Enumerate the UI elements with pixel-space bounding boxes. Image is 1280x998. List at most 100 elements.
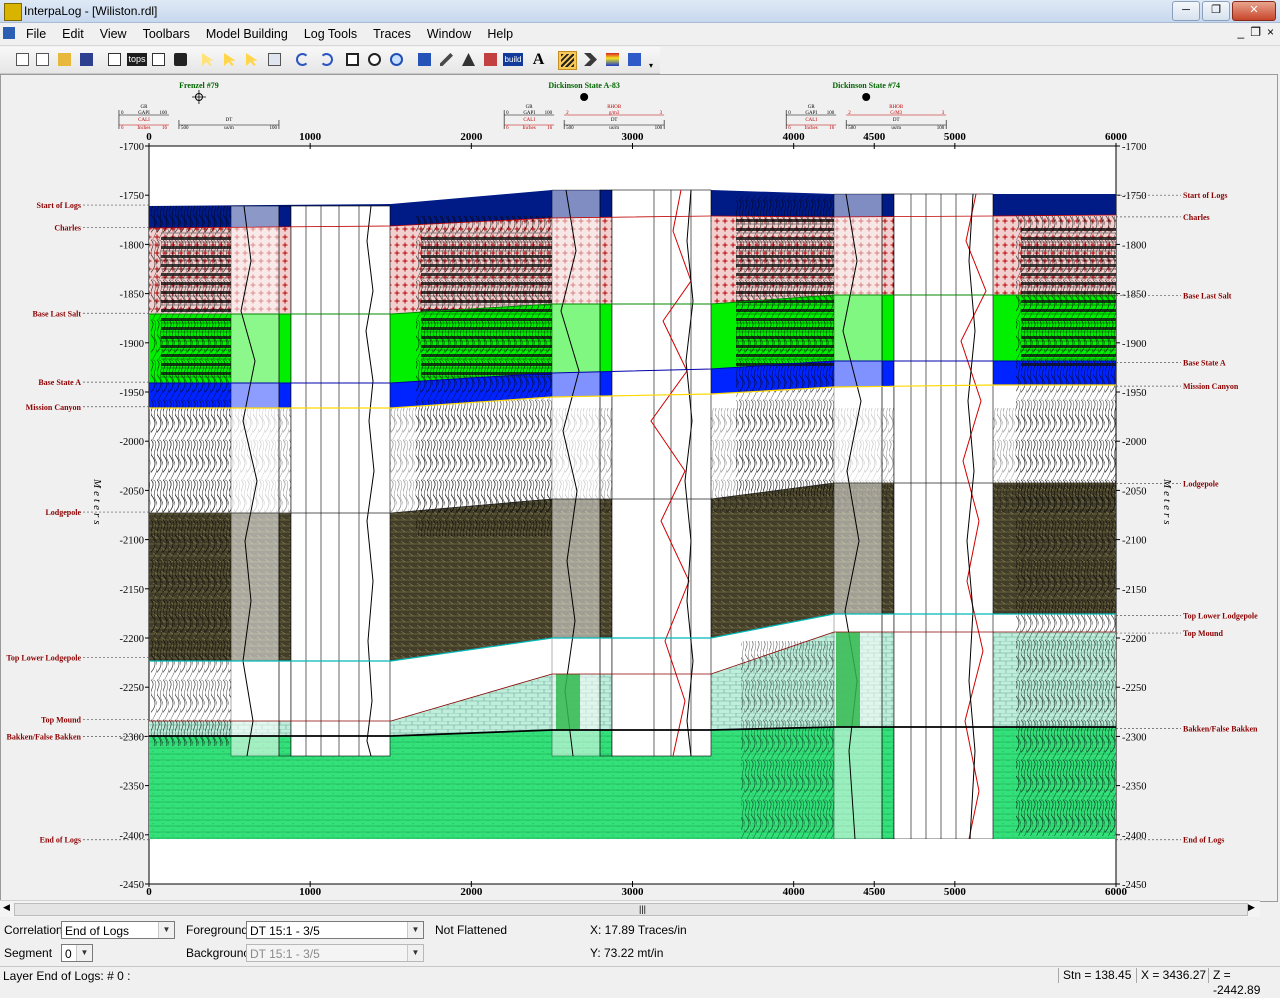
x-tick-label-top: 4000 xyxy=(783,131,806,143)
svg-text:CALI: CALI xyxy=(138,118,150,123)
right-top-label[interactable]: Lodgepole xyxy=(1183,480,1219,489)
svg-text:100: 100 xyxy=(269,126,277,131)
well-name[interactable]: Frenzel #79 xyxy=(179,81,219,90)
mdi-restore-button[interactable]: ❐ xyxy=(1250,25,1261,39)
pick-icon[interactable] xyxy=(460,51,477,68)
new-file-icon[interactable] xyxy=(14,51,31,68)
seismic-color-icon[interactable] xyxy=(604,51,621,68)
maximize-button[interactable]: ❐ xyxy=(1202,1,1230,21)
copy-icon[interactable] xyxy=(266,51,283,68)
left-top-label[interactable]: End of Logs xyxy=(40,836,81,845)
undo-icon[interactable] xyxy=(294,51,311,68)
cross-section-view[interactable]: 0 0 1000 1000 2000 2000 3000 3000 4000 4000 4500 45… xyxy=(0,74,1278,902)
left-top-label[interactable]: Base Last Salt xyxy=(33,309,82,318)
background-value: DT 15:1 - 3/5 xyxy=(250,947,320,961)
left-axis-title: Meters xyxy=(91,478,103,528)
well-name[interactable]: Dickinson State #74 xyxy=(832,81,900,90)
scroll-thumb[interactable]: ||| xyxy=(14,903,1248,916)
menu-log-tools[interactable]: Log Tools xyxy=(303,27,358,41)
left-top-label[interactable]: Start of Logs xyxy=(37,201,81,210)
map-icon[interactable] xyxy=(150,51,167,68)
right-top-label[interactable]: Base State A xyxy=(1183,358,1226,367)
left-top-label[interactable]: Top Mound xyxy=(41,716,82,725)
correlation-select[interactable]: End of Logs ▼ xyxy=(61,921,175,939)
open-folder-icon[interactable] xyxy=(56,51,73,68)
close-button[interactable]: ✕ xyxy=(1232,1,1276,21)
run-icon[interactable] xyxy=(172,51,189,68)
right-top-label[interactable]: Charles xyxy=(1183,213,1210,222)
zoom-icon[interactable] xyxy=(366,51,383,68)
scroll-left-icon[interactable]: ◀ xyxy=(3,902,10,912)
svg-text:16: 16 xyxy=(829,126,835,131)
correlation-tool-icon[interactable] xyxy=(558,51,577,70)
x-tick-label-bottom: 0 xyxy=(146,886,152,898)
left-top-label[interactable]: Top Lower Lodgepole xyxy=(6,654,81,663)
pen-icon[interactable] xyxy=(438,51,455,68)
left-top-label[interactable]: Base State A xyxy=(38,378,81,387)
y-tick-label-left: -1950 xyxy=(120,388,145,399)
segment-select[interactable]: 0 ▼ xyxy=(61,944,93,962)
pointer-icon[interactable] xyxy=(200,51,217,68)
left-top-label[interactable]: Charles xyxy=(54,224,81,233)
right-top-label[interactable]: Base Last Salt xyxy=(1183,292,1232,301)
right-top-label[interactable]: Top Lower Lodgepole xyxy=(1183,611,1258,620)
play-forward-icon[interactable] xyxy=(582,51,599,68)
foreground-select[interactable]: DT 15:1 - 3/5 ▼ xyxy=(246,921,424,939)
seismic-panel-1-bands xyxy=(161,231,231,381)
left-top-label[interactable]: Bakken/False Bakken xyxy=(7,732,82,741)
correlation-label: Correlation xyxy=(4,923,63,937)
menu-file[interactable]: File xyxy=(26,27,47,41)
frame-icon[interactable] xyxy=(344,51,361,68)
menu-toolbars[interactable]: Toolbars xyxy=(142,27,190,41)
right-top-label[interactable]: Top Mound xyxy=(1183,629,1224,638)
chevron-down-icon[interactable]: ▼ xyxy=(76,945,92,961)
y-tick-label-right: -2350 xyxy=(1122,782,1147,793)
menu-window[interactable]: Window xyxy=(426,27,472,41)
right-top-label[interactable]: Mission Canyon xyxy=(1183,382,1239,391)
y-tick-label-left: -1750 xyxy=(120,191,145,202)
right-top-label[interactable]: End of Logs xyxy=(1183,836,1224,845)
text-tool-icon[interactable]: A xyxy=(532,51,545,68)
new-model-icon[interactable] xyxy=(34,51,51,68)
right-axis-title: Meters xyxy=(1161,478,1173,528)
well-name[interactable]: Dickinson State A-83 xyxy=(548,81,620,90)
scroll-right-icon[interactable]: ▶ xyxy=(1248,902,1255,912)
grid-icon[interactable] xyxy=(416,51,433,68)
segment-value: 0 xyxy=(65,947,72,961)
zoom-fit-icon[interactable] xyxy=(388,51,405,68)
build-button[interactable]: build xyxy=(502,51,524,68)
svg-text:6: 6 xyxy=(506,126,509,131)
minimize-button[interactable]: ─ xyxy=(1172,1,1200,21)
redo-icon[interactable] xyxy=(318,51,335,68)
select-move-icon[interactable] xyxy=(222,51,239,68)
cross-section-svg[interactable]: 0010001000200020003000300040004000450045… xyxy=(1,75,1277,901)
oil-well-icon xyxy=(862,93,871,101)
select-region-icon[interactable] xyxy=(244,51,261,68)
chevron-down-icon[interactable]: ▼ xyxy=(407,922,423,938)
menu-edit[interactable]: Edit xyxy=(62,27,84,41)
left-top-label[interactable]: Lodgepole xyxy=(45,508,81,517)
right-top-label[interactable]: Start of Logs xyxy=(1183,191,1227,200)
horizontal-scrollbar[interactable]: ◀ ||| ▶ xyxy=(0,900,1260,917)
right-top-label[interactable]: Bakken/False Bakken xyxy=(1183,725,1258,734)
display-settings-icon[interactable] xyxy=(626,51,643,68)
svg-text:DT: DT xyxy=(226,118,233,123)
chevron-down-icon: ▼ xyxy=(407,945,423,961)
mdi-minimize-button[interactable]: _ xyxy=(1237,25,1245,39)
foreground-value: DT 15:1 - 3/5 xyxy=(250,924,320,938)
mdi-close-button[interactable]: × xyxy=(1266,25,1274,39)
list-icon[interactable] xyxy=(106,51,123,68)
svg-text:DT: DT xyxy=(611,118,618,123)
save-icon[interactable] xyxy=(78,51,95,68)
menu-view[interactable]: View xyxy=(99,27,127,41)
chevron-down-icon[interactable]: ▼ xyxy=(158,922,174,938)
left-top-label[interactable]: Mission Canyon xyxy=(26,403,82,412)
menu-help[interactable]: Help xyxy=(487,27,514,41)
crossplot-icon[interactable] xyxy=(482,51,499,68)
tops-button[interactable]: tops xyxy=(126,51,148,68)
svg-text:100: 100 xyxy=(159,111,167,116)
menu-model-building[interactable]: Model Building xyxy=(205,27,288,41)
toolbar-overflow-icon[interactable]: ▾ xyxy=(648,61,653,70)
menu-traces[interactable]: Traces xyxy=(373,27,411,41)
